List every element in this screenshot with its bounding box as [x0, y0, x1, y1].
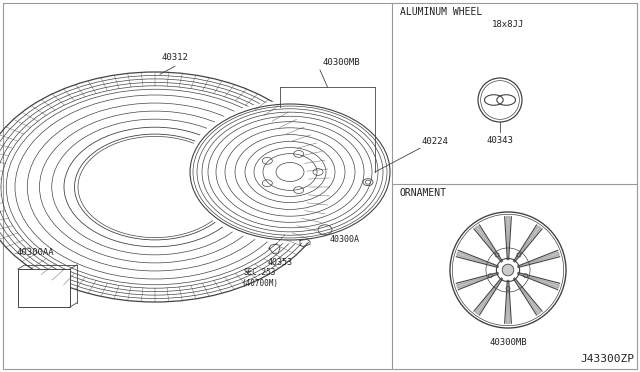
Text: ALUMINUM WHEEL: ALUMINUM WHEEL [400, 7, 483, 17]
Text: 40353: 40353 [268, 258, 292, 267]
Text: J43300ZP: J43300ZP [580, 354, 634, 364]
Polygon shape [518, 273, 559, 288]
Text: ORNAMENT: ORNAMENT [400, 188, 447, 198]
Ellipse shape [78, 137, 232, 238]
Text: SEC.253
(40700M): SEC.253 (40700M) [241, 268, 278, 288]
Bar [18, 269, 70, 307]
Polygon shape [475, 279, 502, 314]
Polygon shape [506, 280, 510, 323]
Text: 40312: 40312 [161, 53, 188, 62]
Polygon shape [518, 252, 559, 267]
Polygon shape [514, 279, 541, 314]
Text: 40300A: 40300A [330, 235, 360, 244]
Text: 18x8JJ: 18x8JJ [492, 20, 524, 29]
Text: 40300AA: 40300AA [16, 248, 54, 257]
Ellipse shape [502, 264, 514, 276]
Text: 40300MB: 40300MB [323, 58, 360, 67]
Polygon shape [475, 226, 502, 262]
Polygon shape [514, 226, 541, 262]
Text: 40224: 40224 [422, 137, 449, 146]
Polygon shape [457, 252, 498, 267]
Polygon shape [457, 273, 498, 288]
Text: 40300MB: 40300MB [489, 338, 527, 347]
Ellipse shape [185, 100, 395, 243]
Text: 40343: 40343 [486, 136, 513, 145]
Polygon shape [506, 217, 510, 260]
Ellipse shape [24, 101, 286, 273]
